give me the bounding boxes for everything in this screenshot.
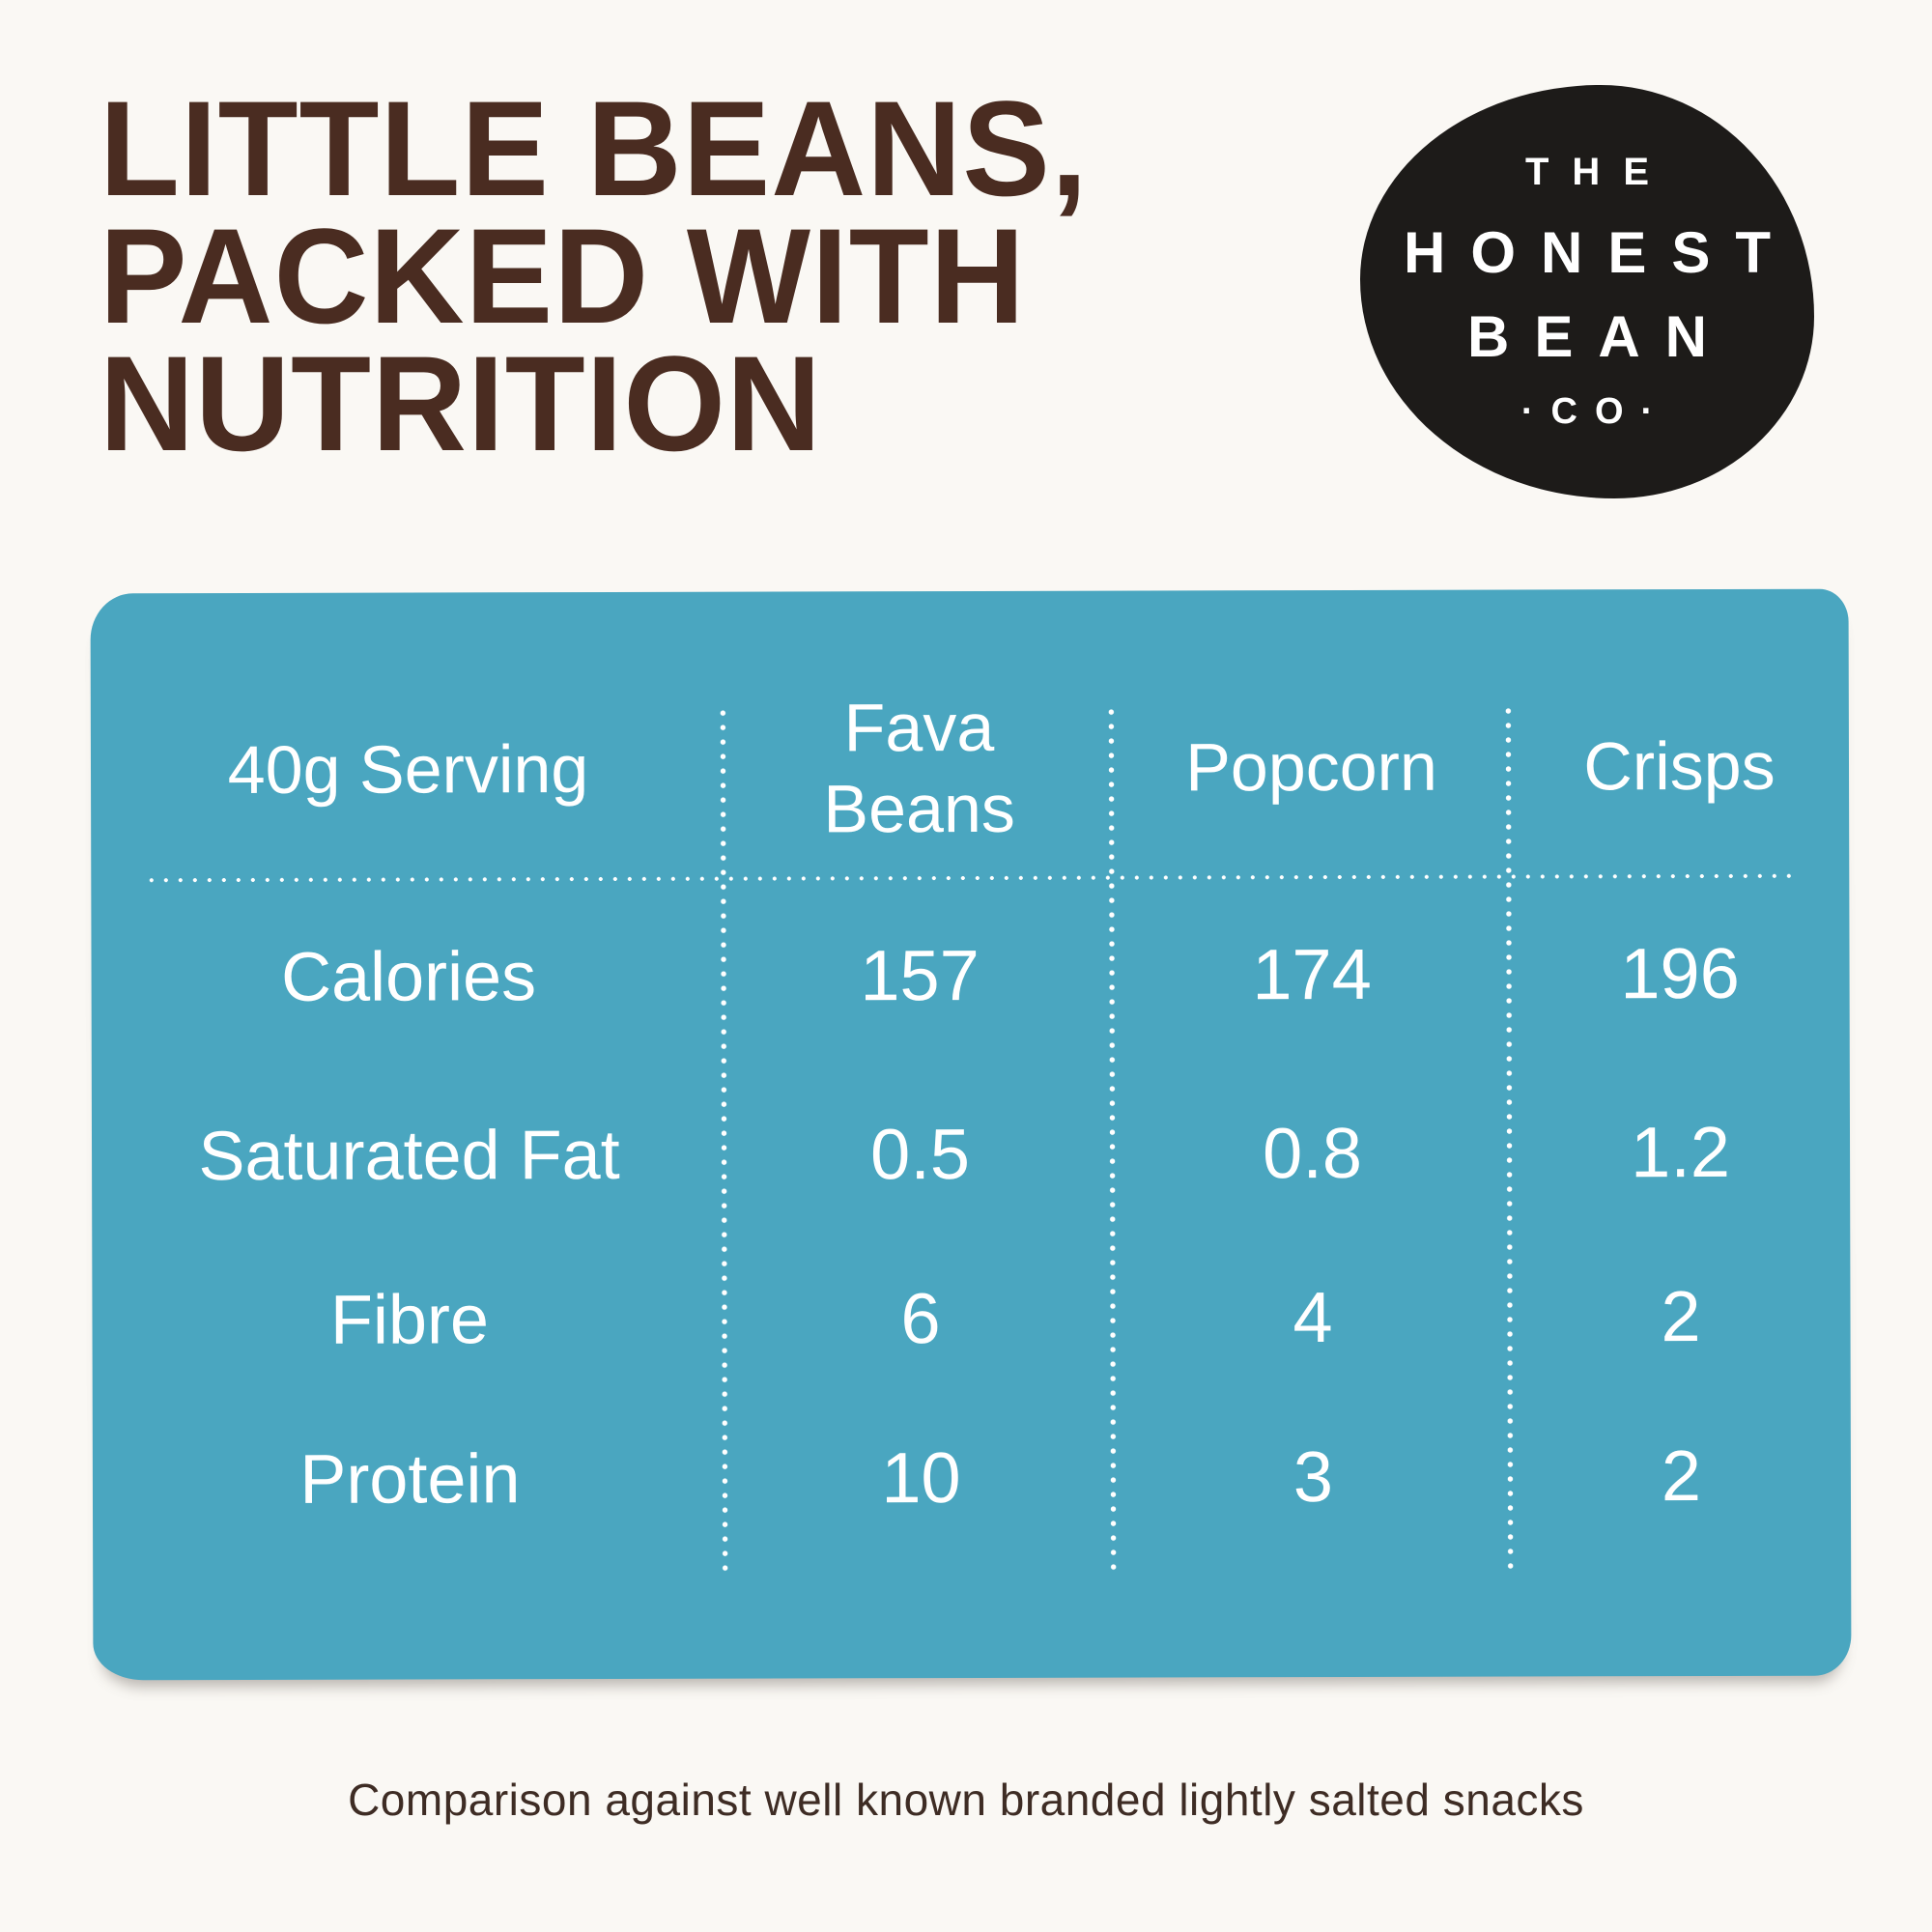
logo-word-co: ·CO· [1520,391,1671,432]
headline: LITTLE BEANS, PACKED WITH NUTRITION [99,72,1089,479]
brand-logo-blob: THE HONEST BEAN ·CO· [1360,85,1814,498]
headline-line-3: NUTRITION [99,327,823,479]
comparison-footnote: Comparison against well known branded li… [348,1775,1584,1825]
calories-fava-beans: 157 [860,934,980,1015]
saturated-fat-popcorn: 0.8 [1263,1112,1363,1193]
headline-line-2: PACKED WITH [99,200,1026,352]
protein-fava-beans: 10 [881,1436,961,1518]
table-header-fava-beans-label: Fava Beans [823,689,1015,846]
calories-crisps: 196 [1620,932,1740,1013]
logo-word-the: THE [1525,151,1672,193]
saturated-fat-fava-beans: 0.5 [870,1113,971,1194]
table-header-popcorn: Popcorn [1185,728,1437,805]
saturated-fat-crisps: 1.2 [1631,1111,1731,1192]
logo-word-bean: BEAN [1466,304,1732,369]
row-label-saturated-fat: Saturated Fat [198,1116,620,1195]
logo-word-honest: HONEST [1403,220,1797,285]
row-label-protein: Protein [299,1440,521,1519]
fibre-popcorn: 4 [1293,1276,1333,1357]
nutrition-table: 40g Serving Fava Beans Popcorn Crisps Ca… [91,589,1852,1681]
headline-line-1: LITTLE BEANS, [99,72,1089,224]
protein-crisps: 2 [1661,1435,1702,1516]
protein-popcorn: 3 [1293,1435,1334,1517]
row-label-fibre: Fibre [329,1281,490,1359]
calories-popcorn: 174 [1252,933,1372,1014]
table-header-serving: 40g Serving [227,730,589,808]
table-header-crisps: Crisps [1583,727,1776,804]
fibre-crisps: 2 [1661,1275,1701,1356]
fibre-fava-beans: 6 [900,1277,941,1358]
table-header-fava-beans: Fava Beans [725,591,1114,885]
nutrition-comparison-card: 40g Serving Fava Beans Popcorn Crisps Ca… [90,588,1852,1681]
row-label-calories: Calories [280,937,537,1016]
